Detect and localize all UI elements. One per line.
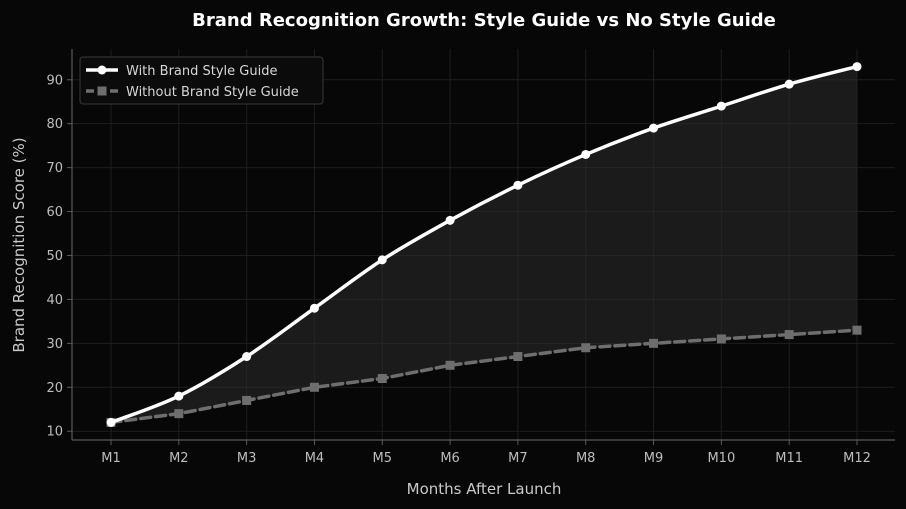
data-point [581, 149, 591, 159]
legend-label-without: Without Brand Style Guide [126, 85, 299, 100]
data-point [174, 409, 184, 419]
x-tick-label: M9 [644, 451, 664, 466]
x-axis-title: Months After Launch [407, 480, 562, 498]
series-without-style-guide [106, 325, 862, 427]
data-point [716, 334, 726, 344]
y-axis-title: Brand Recognition Score (%) [10, 137, 28, 352]
x-tick-label: M2 [169, 451, 189, 466]
legend-marker-with [97, 65, 107, 75]
y-tick-label: 70 [46, 161, 63, 176]
x-tick-label: M6 [440, 451, 460, 466]
data-point [309, 303, 319, 313]
y-tick-label: 50 [46, 249, 63, 264]
data-point [716, 101, 726, 111]
legend: With Brand Style Guide Without Brand Sty… [79, 56, 324, 105]
y-tick-label: 60 [46, 205, 63, 220]
x-tick-label: M12 [843, 451, 871, 466]
data-point [784, 79, 794, 89]
x-tick-label: M10 [707, 451, 735, 466]
data-point [309, 382, 319, 392]
axes: 10 20 30 40 50 60 70 80 90 M1 M2 M3 M4 M5 M6 M7 M8 M9 M10 M… [46, 49, 895, 466]
data-point [852, 325, 862, 335]
data-point [242, 352, 252, 362]
y-tick-label: 20 [46, 381, 63, 396]
data-point [445, 215, 455, 225]
legend-label-with: With Brand Style Guide [126, 64, 277, 79]
data-point [377, 373, 387, 383]
data-point [445, 360, 455, 370]
data-point [513, 180, 523, 190]
data-point [852, 62, 862, 72]
legend-box [79, 56, 324, 105]
y-tick-label: 90 [46, 73, 63, 88]
fill-area [111, 66, 857, 423]
chart-title: Brand Recognition Growth: Style Guide vs… [192, 10, 776, 31]
y-tick-label: 30 [46, 337, 63, 352]
data-point [242, 395, 252, 405]
data-point [581, 343, 591, 353]
data-point [174, 391, 184, 401]
data-point [106, 417, 116, 427]
series-with-style-guide [106, 62, 862, 427]
data-point [377, 255, 387, 265]
series-line [109, 328, 859, 425]
x-tick-label: M4 [305, 451, 325, 466]
x-tick-label: M1 [101, 451, 121, 466]
y-tick-label: 10 [46, 425, 63, 440]
data-point [513, 352, 523, 362]
x-tick-label: M7 [508, 451, 528, 466]
series [106, 62, 862, 427]
legend-marker-without [97, 86, 107, 96]
x-tick-label: M11 [775, 451, 803, 466]
data-point [649, 338, 659, 348]
y-tick-label: 80 [46, 117, 63, 132]
fill-between-area [111, 66, 857, 423]
x-tick-label: M3 [237, 451, 257, 466]
data-point [649, 123, 659, 133]
y-tick-label: 40 [46, 293, 63, 308]
x-tick-label: M5 [373, 451, 393, 466]
data-point [784, 330, 794, 340]
x-tick-label: M8 [576, 451, 596, 466]
